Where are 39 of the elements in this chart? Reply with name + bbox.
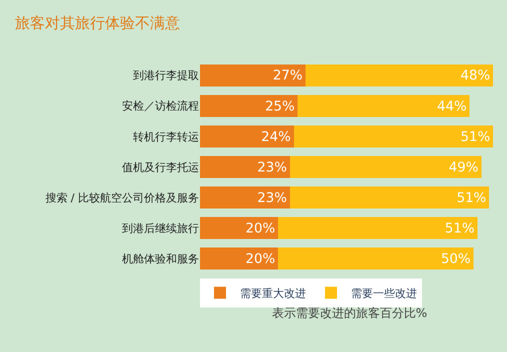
data-label: 25% bbox=[265, 99, 295, 114]
data-label: 20% bbox=[246, 252, 276, 268]
bar bbox=[278, 217, 478, 240]
data-label: 27% bbox=[272, 68, 303, 84]
legend-label: 需要一些改进 bbox=[351, 287, 417, 300]
data-label: 44% bbox=[437, 99, 467, 114]
bar bbox=[290, 156, 482, 178]
y-tick-label: 搜索 / 比较航空公司价格及服务 bbox=[45, 191, 199, 204]
bar bbox=[278, 248, 474, 270]
bar bbox=[306, 64, 494, 86]
data-label: 50% bbox=[440, 252, 471, 268]
data-label: 48% bbox=[460, 68, 490, 84]
bar bbox=[200, 186, 290, 209]
bar bbox=[200, 94, 298, 117]
bar bbox=[200, 125, 294, 148]
data-label: 20% bbox=[246, 222, 276, 237]
chart-title: 旅客对其旅行体验不满意 bbox=[15, 14, 180, 32]
y-tick-label: 转机行李转运 bbox=[133, 130, 199, 144]
data-label: 51% bbox=[460, 130, 490, 145]
y-tick-label: 到港后继续旅行 bbox=[122, 222, 199, 235]
y-tick-label: 值机及行李托运 bbox=[122, 160, 199, 174]
y-tick-label: 到港行李提取 bbox=[133, 69, 199, 82]
bar bbox=[200, 64, 306, 86]
bar bbox=[294, 125, 494, 148]
data-label: 51% bbox=[444, 222, 474, 237]
bar bbox=[290, 186, 490, 209]
x-axis-title: 表示需要改进的旅客百分比% bbox=[272, 306, 428, 320]
y-tick-label: 机舱体验和服务 bbox=[122, 252, 199, 266]
legend-label: 需要重大改进 bbox=[240, 287, 306, 300]
bar bbox=[200, 248, 278, 270]
data-label: 51% bbox=[456, 191, 486, 206]
data-label: 23% bbox=[257, 160, 287, 176]
bar bbox=[298, 94, 470, 117]
y-tick-label: 安检／访检流程 bbox=[122, 100, 199, 113]
data-label: 24% bbox=[261, 130, 291, 145]
bar bbox=[200, 217, 278, 240]
data-label: 23% bbox=[257, 191, 287, 206]
data-label: 49% bbox=[448, 160, 478, 176]
bar bbox=[200, 156, 290, 178]
